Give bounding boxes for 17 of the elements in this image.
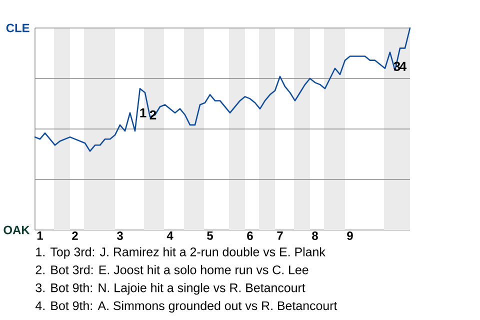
x-tick-label: 5 (207, 232, 213, 240)
x-tick-label: 3 (116, 232, 123, 240)
x-tick-label: 8 (312, 232, 318, 240)
x-tick-label: 1 (37, 232, 43, 240)
x-tick-label: 9 (347, 232, 353, 240)
annotation: 1 (140, 108, 146, 118)
text: 4. Bot 9th: A. Simmons grounded out vs R. Betancourt (35, 300, 338, 313)
text: 2. Bot 3rd: E. Joost hit a solo home run vs C. Lee (36, 265, 308, 274)
x-tick-label: 7 (277, 232, 283, 240)
x-tick-label: 4 (166, 232, 174, 240)
x-tick-label: 2 (72, 232, 78, 240)
text: 3. Bot 9th: N. Lajoie hit a single vs R. Betancourt (36, 283, 306, 295)
x-tick-label: 6 (247, 232, 253, 240)
text: 1. Top 3rd: J. Ramirez hit a 2-run double vs E. Plank (36, 247, 326, 259)
annotation: 4 (400, 62, 407, 71)
text: OAK (4, 226, 30, 234)
text: CLE (6, 24, 30, 32)
